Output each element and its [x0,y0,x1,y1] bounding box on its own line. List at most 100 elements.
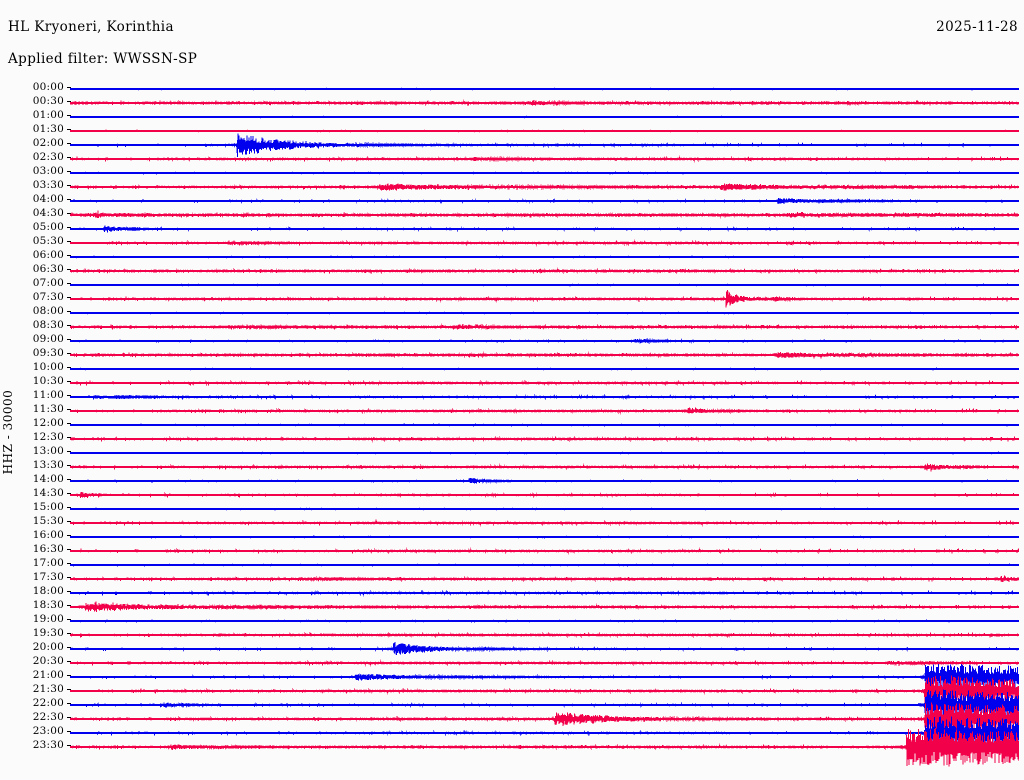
trace-row: 00:00 [0,81,1024,96]
axis-tick-mark [67,451,71,452]
trace-waveform [70,152,1019,194]
trace-row: 08:00 [0,305,1024,320]
axis-tick-mark [67,213,71,214]
axis-tick-mark [67,353,71,354]
trace-row: 15:30 [0,515,1024,530]
trace-row: 03:00 [0,165,1024,180]
trace-waveform [70,488,1019,530]
trace-row: 18:30 [0,599,1024,614]
axis-tick-mark [67,521,71,522]
trace-waveform [70,404,1019,446]
trace-row: 05:30 [0,235,1024,250]
trace-row: 12:30 [0,431,1024,446]
trace-waveform [70,670,1019,712]
time-axis-label: 06:30 [32,263,64,275]
trace-waveform [70,628,1019,670]
axis-tick-mark [67,157,71,158]
time-axis-label: 04:00 [32,193,64,205]
time-axis-label: 12:30 [32,431,64,443]
trace-row: 10:30 [0,375,1024,390]
axis-tick-mark [67,241,71,242]
trace-waveform [70,278,1019,320]
trace-waveform [70,292,1019,334]
trace-waveform [70,614,1019,656]
time-axis-label: 21:30 [32,683,64,695]
trace-waveform [70,110,1019,152]
trace-row: 02:00 [0,133,1024,158]
trace-row: 14:30 [0,487,1024,502]
axis-tick-mark [67,437,71,438]
axis-tick-mark [67,647,71,648]
time-axis-label: 19:00 [32,613,64,625]
time-axis-label: 05:30 [32,235,64,247]
time-axis-label: 07:30 [32,291,64,303]
trace-row: 17:30 [0,571,1024,586]
trace-row: 02:30 [0,151,1024,166]
axis-tick-mark [67,745,71,746]
time-axis-label: 00:30 [32,95,64,107]
trace-waveform [70,516,1019,558]
axis-tick-mark [67,409,71,410]
time-axis-label: 01:00 [32,109,64,121]
time-axis-label: 14:30 [32,487,64,499]
time-axis-label: 12:00 [32,417,64,429]
page-title: HL Kryoneri, Korinthia [8,19,174,35]
axis-tick-mark [67,87,71,88]
axis-tick-mark [67,619,71,620]
trace-row: 10:00 [0,361,1024,376]
trace-waveform [70,376,1019,418]
time-axis-label: 00:00 [32,81,64,93]
trace-row: 01:30 [0,123,1024,138]
trace-row: 16:00 [0,529,1024,544]
trace-waveform [70,222,1019,264]
trace-waveform [70,180,1019,222]
axis-tick-mark [67,395,71,396]
trace-waveform [70,712,1019,754]
trace-waveform [70,334,1019,376]
trace-waveform [70,572,1019,614]
trace-row: 18:00 [0,585,1024,600]
axis-tick-mark [67,101,71,102]
time-axis-label: 13:00 [32,445,64,457]
trace-row: 03:30 [0,179,1024,194]
axis-tick-mark [67,507,71,508]
axis-tick-mark [67,465,71,466]
trace-waveform [70,250,1019,292]
trace-row: 07:30 [0,289,1024,308]
trace-waveform [70,166,1019,208]
axis-tick-mark [67,339,71,340]
axis-tick-mark [67,479,71,480]
axis-tick-mark [67,563,71,564]
record-date: 2025-11-28 [936,19,1018,35]
trace-row: 00:30 [0,95,1024,110]
time-axis-label: 08:30 [32,319,64,331]
trace-waveform [70,82,1019,124]
time-axis-label: 07:00 [32,277,64,289]
trace-waveform [70,656,1019,698]
time-axis-label: 17:00 [32,557,64,569]
time-axis-label: 01:30 [32,123,64,135]
trace-row: 09:00 [0,333,1024,348]
trace-row: 11:00 [0,389,1024,404]
time-axis-label: 13:30 [32,459,64,471]
trace-waveform [70,264,1019,306]
trace-row: 20:00 [0,641,1024,656]
trace-waveform [70,474,1019,516]
axis-tick-mark [67,731,71,732]
time-axis-label: 08:00 [32,305,64,317]
trace-row: 22:00 [0,689,1024,721]
axis-tick-mark [67,661,71,662]
trace-row: 06:00 [0,249,1024,264]
trace-row: 13:30 [0,459,1024,474]
seismogram-plot: 00:00 00:30 01:00 01:30 02:00 02:30 03:00 03:30… [0,81,1024,780]
axis-tick-mark [67,717,71,718]
applied-filter-label: Applied filter: WWSSN-SP [8,51,198,67]
trace-row: 22:30 [0,702,1024,736]
time-axis-label: 10:00 [32,361,64,373]
axis-tick-mark [67,549,71,550]
time-axis-label: 03:30 [32,179,64,191]
trace-waveform [70,698,1019,740]
trace-waveform [70,418,1019,460]
time-axis-label: 15:30 [32,515,64,527]
